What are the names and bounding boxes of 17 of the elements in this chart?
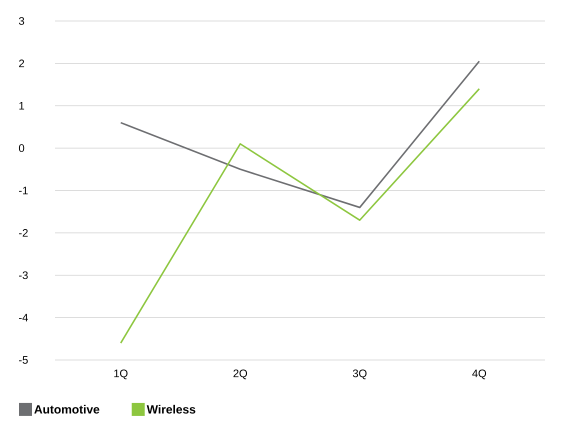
y-tick-label: 2 (19, 60, 24, 68)
y-tick-label: -4 (19, 314, 28, 322)
y-tick-label: 1 (19, 102, 24, 110)
legend-label: Wireless (146, 404, 196, 414)
x-tick-label: 1Q (114, 370, 128, 380)
y-tick-label: -5 (19, 356, 28, 364)
y-tick-label: -2 (19, 229, 28, 237)
line-series (120, 88, 480, 344)
x-tick-label: 3Q (352, 370, 367, 380)
y-tick-label: 0 (18, 144, 24, 152)
x-tick-label: 4Q (472, 370, 486, 380)
line-series (120, 60, 480, 208)
x-tick-label: 2Q (233, 370, 248, 380)
y-tick-label: -1 (19, 186, 28, 194)
y-tick-label: 3 (18, 17, 24, 25)
y-tick-label: -3 (19, 271, 28, 280)
legend-label: Automotive (34, 404, 100, 414)
